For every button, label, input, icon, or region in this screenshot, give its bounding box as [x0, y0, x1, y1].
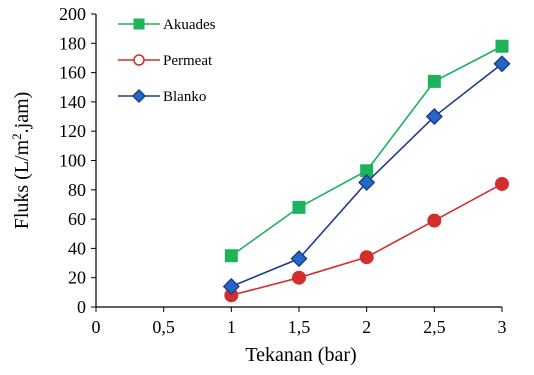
x-tick-label: 2,5	[423, 317, 446, 337]
legend-marker-permeat	[133, 54, 145, 66]
data-point-blanko	[222, 277, 240, 296]
legend-label-permeat: Permeat	[163, 53, 213, 69]
data-point-permeat	[359, 250, 374, 265]
x-tick-label: 3	[498, 317, 507, 337]
legend-label-akuades: Akuades	[163, 17, 216, 33]
data-point-permeat	[495, 176, 509, 191]
x-tick-label: 0	[92, 317, 101, 337]
data-point-blanko	[425, 107, 443, 126]
data-point-blanko	[358, 173, 376, 192]
legend-marker-blanko	[131, 88, 147, 104]
series-blanko	[222, 55, 511, 296]
y-axis-title: Fluks (L/m2.jam)	[9, 92, 33, 230]
series-line-permeat	[231, 183, 503, 297]
y-tick-label: 20	[68, 268, 86, 288]
series-line-akuades	[230, 45, 503, 257]
x-tick-label: 0,5	[152, 317, 175, 337]
series-akuades	[224, 39, 509, 263]
data-point-akuades	[292, 200, 306, 214]
x-tick-label: 1,5	[288, 317, 311, 337]
legend-item-akuades: Akuades	[118, 17, 216, 33]
y-tick-label: 120	[59, 121, 86, 141]
series-permeat	[224, 176, 509, 303]
data-point-akuades	[224, 249, 238, 263]
series-layer	[222, 39, 511, 303]
legend-item-permeat: Permeat	[118, 53, 213, 69]
legend-label-blanko: Blanko	[163, 89, 206, 105]
data-point-blanko	[493, 55, 511, 73]
x-tick-label: 2	[362, 317, 371, 337]
y-tick-label: 40	[68, 238, 86, 258]
legend-item-blanko: Blanko	[118, 88, 206, 105]
data-point-akuades	[495, 39, 509, 53]
y-tick-label: 0	[77, 297, 86, 317]
y-tick-label: 200	[59, 4, 86, 24]
y-tick-label: 180	[59, 33, 86, 53]
data-point-permeat	[427, 213, 442, 228]
y-tick-label: 80	[68, 180, 86, 200]
data-point-akuades	[427, 74, 441, 88]
x-tick-label: 1	[227, 317, 236, 337]
y-tick-label: 60	[68, 209, 86, 229]
data-point-permeat	[292, 270, 306, 285]
y-tick-label: 160	[59, 63, 86, 83]
y-tick-label: 100	[59, 151, 86, 171]
legend: Akuades Permeat Blanko	[118, 17, 216, 105]
data-point-blanko	[290, 250, 308, 268]
y-tick-label: 140	[59, 92, 86, 112]
legend-marker-akuades	[133, 18, 145, 30]
axes-layer: 0 20 40 60 80 100 120 140 160 180 200 0 0,5 1 1,5 2 2,5 3	[59, 4, 507, 337]
x-axis-title: Tekanan (bar)	[245, 344, 356, 366]
